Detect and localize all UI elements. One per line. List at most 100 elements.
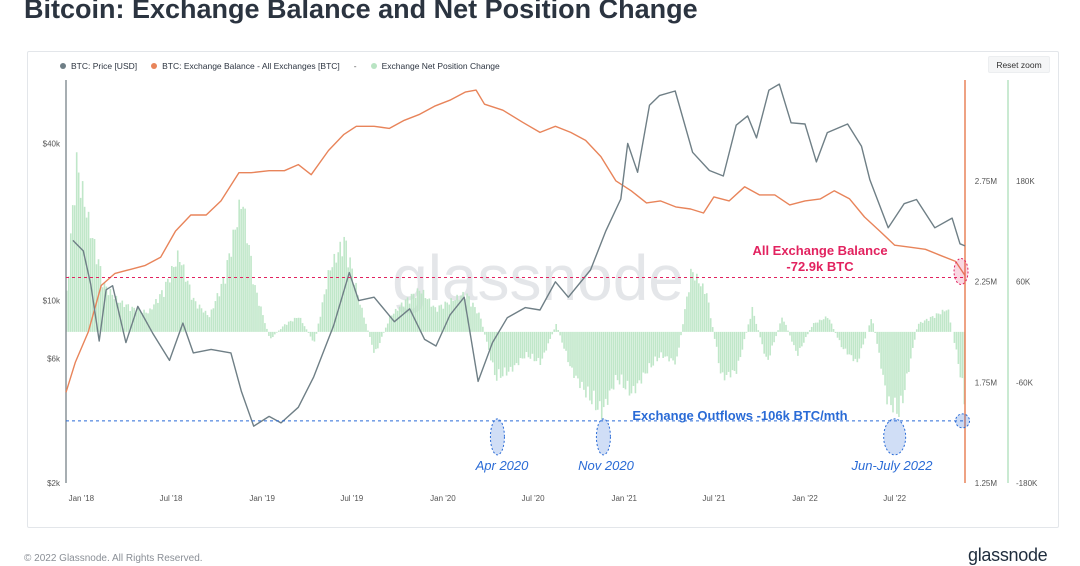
netflow-bar — [295, 318, 298, 332]
netflow-bar — [612, 331, 615, 390]
netflow-bar — [365, 323, 367, 332]
netflow-bar — [414, 297, 417, 332]
netflow-bar — [642, 331, 645, 373]
netflow-bar — [600, 331, 603, 420]
netflow-bar — [737, 331, 740, 361]
netflow-bar — [719, 331, 722, 374]
netflow-bar — [347, 267, 349, 332]
netflow-bar — [725, 331, 728, 375]
netflow-bar — [333, 253, 336, 332]
netflow-bar — [894, 331, 896, 398]
watermark-text: glassnode — [392, 242, 684, 314]
netflow-bar — [799, 331, 801, 348]
netflow-bar — [636, 331, 639, 384]
netflow-bar — [616, 331, 619, 381]
netflow-bar — [775, 331, 777, 337]
netflow-bar — [182, 264, 185, 332]
netflow-bar — [949, 322, 952, 332]
netflow-bar — [749, 318, 752, 332]
netflow-bar — [501, 331, 504, 377]
netflow-bar — [426, 299, 429, 332]
netflow-bar — [656, 331, 659, 362]
netflow-bar — [785, 324, 787, 332]
netflow-bar — [204, 310, 207, 332]
legend-price-dot — [60, 63, 66, 69]
netflow-bar — [442, 308, 445, 332]
netflow-bar — [115, 295, 118, 332]
netflow-bar — [117, 302, 120, 332]
outflow-period-ellipse — [883, 418, 907, 456]
netflow-bar — [234, 229, 237, 332]
netflow-bar — [75, 152, 78, 332]
netflow-bar — [678, 331, 680, 348]
netflow-bar — [171, 265, 173, 332]
price-tick-label: $2k — [47, 479, 61, 488]
netflow-bar — [797, 331, 799, 356]
netflow-bar — [444, 301, 447, 332]
netflow-bar — [503, 331, 506, 368]
reset-zoom-button[interactable]: Reset zoom — [988, 56, 1050, 73]
period-annotation: Jun-July 2022 — [851, 458, 934, 473]
legend-item-price[interactable]: BTC: Price [USD] — [60, 61, 137, 71]
netflow-bar — [664, 331, 666, 357]
netflow-bar — [357, 295, 359, 332]
legend-item-netflow[interactable]: Exchange Net Position Change — [370, 61, 500, 71]
netflow-bar — [898, 331, 900, 417]
netflow-bar — [155, 299, 157, 332]
netflow-bar — [345, 240, 347, 332]
netflow-bar — [957, 331, 960, 364]
netflow-bar — [321, 302, 324, 332]
netflow-bar — [317, 323, 320, 332]
legend-item-balance[interactable]: BTC: Exchange Balance - All Exchanges [B… — [151, 61, 340, 71]
netflow-bar — [480, 318, 482, 332]
netflow-bar — [759, 331, 762, 338]
netflow-bar — [202, 312, 205, 332]
netflow-bar — [929, 316, 932, 332]
netflow-bar — [113, 299, 116, 332]
netflow-bar — [915, 329, 918, 332]
netflow-bar — [180, 265, 183, 332]
netflow-bar — [521, 331, 524, 359]
netflow-bar — [961, 331, 964, 379]
netflow-bar — [549, 331, 552, 339]
netflow-bar — [77, 172, 80, 332]
x-tick-label: Jan '20 — [430, 494, 456, 503]
netflow-tick-label: -60K — [1016, 378, 1034, 387]
netflow-bar — [99, 266, 102, 332]
netflow-bar — [254, 285, 256, 332]
netflow-bar — [371, 331, 373, 345]
balance-annotation-title: All Exchange Balance — [752, 243, 887, 258]
netflow-bar — [513, 331, 516, 366]
netflow-bar — [638, 331, 641, 381]
netflow-bar — [943, 311, 946, 332]
netflow-bar — [923, 320, 926, 332]
netflow-bar — [305, 329, 308, 332]
netflow-bar — [258, 305, 260, 332]
netflow-bar — [527, 331, 530, 358]
netflow-bar — [848, 331, 851, 355]
netflow-bar — [618, 331, 621, 385]
netflow-bar — [67, 276, 70, 332]
balance-tick-label: 2.25M — [975, 278, 998, 287]
netflow-bar — [285, 324, 288, 332]
netflow-bar — [941, 309, 944, 332]
x-tick-label: Jan '19 — [249, 494, 275, 503]
x-tick-label: Jan '21 — [611, 494, 637, 503]
netflow-tick-label: 180K — [1016, 177, 1035, 186]
netflow-bar — [751, 306, 754, 332]
period-annotation: Apr 2020 — [475, 458, 530, 473]
netflow-bar — [190, 299, 193, 332]
netflow-bar — [917, 323, 920, 332]
netflow-bar — [196, 308, 199, 332]
footer-copyright: © 2022 Glassnode. All Rights Reserved. — [24, 553, 203, 564]
x-tick-label: Jul '22 — [883, 494, 906, 503]
netflow-bar — [555, 323, 557, 332]
netflow-bar — [856, 331, 859, 363]
netflow-bar — [228, 253, 231, 332]
netflow-bar — [606, 331, 609, 405]
netflow-bar — [652, 331, 655, 366]
netflow-bar — [406, 297, 409, 332]
netflow-bar — [933, 317, 936, 332]
netflow-bar — [311, 331, 314, 341]
netflow-bar — [456, 294, 458, 332]
